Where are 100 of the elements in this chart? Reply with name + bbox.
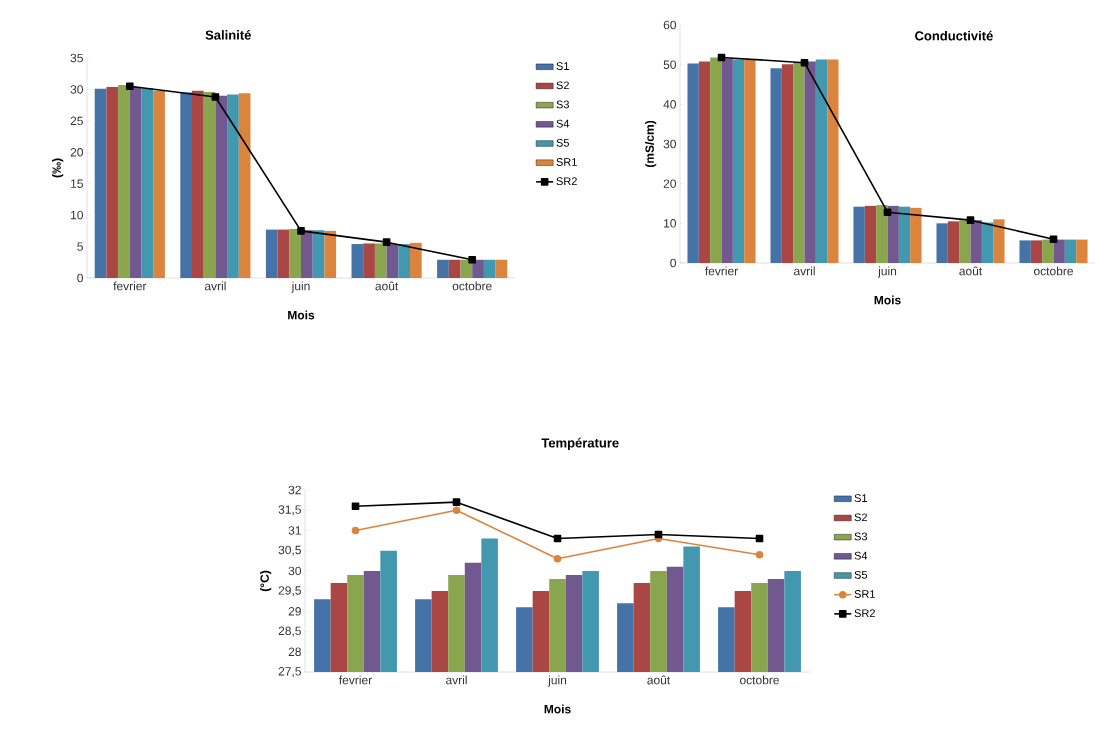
x-tick-label: avril	[446, 675, 467, 685]
bar	[827, 59, 839, 263]
y-tick-label: 32	[288, 485, 301, 495]
point	[966, 216, 975, 224]
chart-title: Conductivité	[915, 30, 993, 41]
y-tick-label: 0	[77, 273, 84, 283]
bar	[238, 93, 251, 278]
bar	[483, 259, 496, 278]
legend-label: S1	[556, 62, 569, 70]
legend-label: S2	[556, 81, 569, 90]
bar	[129, 86, 142, 278]
x-axis-title: Mois	[544, 704, 571, 714]
bar	[203, 91, 216, 278]
bar	[947, 221, 960, 263]
x-axis-title: Mois	[874, 295, 901, 305]
bar	[1030, 240, 1043, 263]
bar	[864, 205, 877, 263]
y-tick-label: 30	[288, 566, 302, 576]
bar	[781, 64, 794, 263]
bar	[710, 57, 722, 263]
bar	[472, 259, 484, 278]
y-axis-title: (°C)	[260, 570, 272, 592]
bar	[876, 205, 888, 263]
x-tick-label: avril	[794, 266, 815, 276]
y-tick-label: 30	[70, 85, 84, 94]
legend-label: S1	[854, 494, 867, 502]
bar	[1076, 239, 1088, 263]
point	[755, 550, 764, 559]
chart-title: Température	[541, 437, 619, 451]
bar	[910, 207, 922, 263]
bar	[215, 95, 228, 278]
bar	[744, 59, 756, 263]
bar	[301, 230, 313, 278]
y-tick-label: 31	[288, 526, 301, 535]
bar	[324, 230, 337, 278]
bar	[374, 243, 387, 278]
point	[452, 506, 461, 515]
y-tick-label: 30,5	[278, 545, 301, 556]
point	[382, 238, 391, 246]
point	[351, 526, 360, 535]
legend-label: S5	[854, 570, 868, 579]
x-tick-label: août	[647, 675, 671, 685]
legend-label: SR1	[854, 590, 875, 598]
x-tick-label: octobre	[740, 675, 779, 685]
legend-label: S3	[556, 100, 569, 109]
chart-title: Salinité	[205, 30, 251, 40]
bar	[1042, 239, 1054, 263]
bar	[312, 230, 325, 278]
point	[1049, 235, 1058, 243]
y-axis-title: (mS/cm)	[645, 120, 657, 168]
x-tick-label: juin	[291, 281, 310, 293]
bar	[732, 59, 745, 263]
y-tick-label: 10	[664, 219, 677, 228]
bar	[448, 259, 461, 278]
point	[297, 227, 305, 235]
legend-label: SR1	[556, 158, 577, 166]
bar	[289, 228, 301, 278]
y-tick-label: 0	[670, 258, 677, 268]
y-tick-label: 20	[70, 148, 84, 157]
point	[351, 502, 360, 510]
x-axis-title: Mois	[288, 310, 315, 320]
bar	[94, 88, 107, 278]
bar	[410, 242, 422, 278]
bar	[277, 229, 290, 278]
bar	[1064, 239, 1077, 263]
y-tick-label: 30	[663, 139, 677, 149]
bar	[793, 62, 805, 263]
x-tick-label: fevrier	[113, 281, 147, 291]
bar	[265, 229, 278, 278]
bar	[363, 243, 375, 278]
bar	[815, 59, 828, 263]
legend-label: S4	[854, 551, 868, 560]
point	[468, 255, 476, 264]
y-tick-label: 27,5	[278, 667, 301, 677]
bar	[993, 219, 1005, 263]
legend-label: S4	[556, 119, 570, 128]
x-tick-label: octobre	[1034, 266, 1073, 276]
bar	[227, 94, 239, 278]
legend-label: S3	[854, 532, 868, 541]
bar	[936, 223, 948, 263]
y-tick-label: 60	[663, 20, 677, 30]
bar	[437, 259, 449, 278]
point	[211, 93, 220, 101]
x-tick-label: octobre	[452, 281, 492, 291]
legend-label: S2	[854, 513, 867, 522]
x-tick-label: avril	[204, 281, 226, 291]
y-tick-label: 50	[663, 60, 677, 69]
y-tick-label: 29	[288, 607, 301, 616]
bar	[1019, 240, 1031, 263]
bar	[959, 220, 971, 263]
y-tick-label: 25	[70, 116, 83, 126]
bar	[721, 58, 733, 263]
y-axis-title: (‰)	[52, 158, 64, 178]
y-tick-label: 10	[71, 210, 84, 220]
legend-label: S5	[556, 138, 569, 147]
y-tick-label: 31,5	[278, 505, 301, 516]
legend-label: SR2	[854, 609, 875, 618]
bar	[698, 61, 711, 263]
y-tick-label: 35	[70, 53, 83, 63]
y-tick-label: 28	[288, 647, 301, 657]
